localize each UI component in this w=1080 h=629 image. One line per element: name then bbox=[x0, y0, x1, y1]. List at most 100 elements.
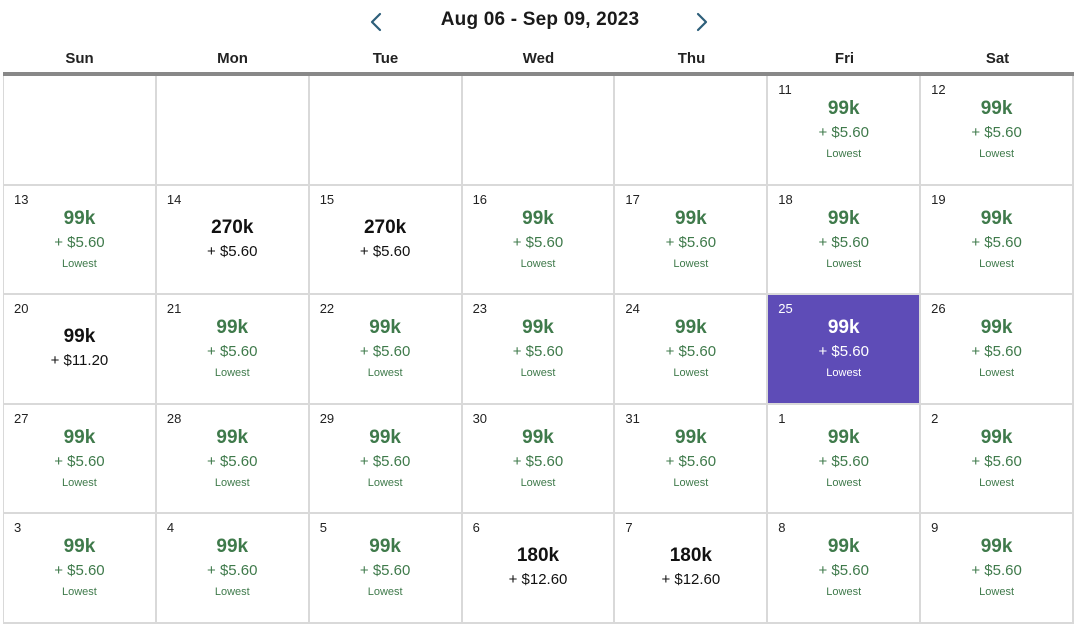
chevron-left-icon bbox=[370, 12, 382, 32]
price-block: 99k + $5.60 Lowest bbox=[921, 97, 1072, 163]
calendar-cell[interactable]: 30 99k + $5.60 Lowest bbox=[462, 404, 616, 515]
cash-fee: + $5.60 bbox=[818, 343, 869, 361]
day-number: 21 bbox=[166, 301, 182, 317]
day-number: 3 bbox=[14, 520, 22, 536]
cash-fee: + $5.60 bbox=[54, 233, 105, 251]
points-price: 99k bbox=[63, 426, 96, 448]
calendar-cell[interactable]: 14 270k + $5.60 bbox=[156, 185, 310, 296]
day-number: 13 bbox=[14, 191, 29, 207]
cash-fee: + $5.60 bbox=[971, 233, 1022, 251]
calendar-cell[interactable]: 4 99k + $5.60 Lowest bbox=[156, 514, 310, 624]
calendar-cell[interactable]: 11 99k + $5.60 Lowest bbox=[768, 76, 922, 186]
lowest-label: Lowest bbox=[673, 367, 709, 380]
day-number: 29 bbox=[319, 410, 335, 426]
lowest-label: Lowest bbox=[61, 586, 97, 599]
cash-fee: + $5.60 bbox=[971, 124, 1022, 141]
calendar-cell[interactable]: 15 270k + $5.60 bbox=[309, 185, 463, 296]
lowest-label: Lowest bbox=[826, 257, 862, 270]
calendar-cell[interactable]: 27 99k + $5.60 Lowest bbox=[4, 404, 157, 515]
points-price: 99k bbox=[980, 207, 1013, 229]
calendar-cell[interactable]: 24 99k + $5.60 Lowest bbox=[615, 295, 769, 405]
lowest-label: Lowest bbox=[367, 586, 403, 599]
calendar-cell[interactable]: 6 180k + $12.60 bbox=[462, 514, 616, 624]
points-price: 99k bbox=[63, 326, 96, 348]
points-price: 270k bbox=[363, 216, 407, 238]
calendar-cell-empty bbox=[4, 76, 157, 186]
lowest-label: Lowest bbox=[673, 476, 709, 489]
points-price: 99k bbox=[827, 207, 860, 229]
calendar-cell[interactable]: 17 99k + $5.60 Lowest bbox=[615, 185, 769, 296]
cash-fee: + $5.60 bbox=[207, 562, 258, 580]
calendar-cell[interactable]: 20 99k + $11.20 bbox=[4, 295, 157, 405]
day-number: 17 bbox=[625, 191, 640, 207]
calendar-cell-selected[interactable]: 25 99k + $5.60 Lowest bbox=[768, 295, 922, 405]
day-number: 30 bbox=[472, 410, 488, 426]
cash-fee: + $5.60 bbox=[818, 562, 869, 580]
lowest-label: Lowest bbox=[520, 476, 556, 489]
cash-fee: + $5.60 bbox=[818, 452, 869, 470]
calendar-cell-empty bbox=[156, 76, 310, 186]
points-price: 99k bbox=[827, 426, 860, 448]
calendar-cell[interactable]: 1 99k + $5.60 Lowest bbox=[768, 404, 922, 515]
points-price: 99k bbox=[980, 98, 1013, 119]
points-price: 99k bbox=[369, 536, 401, 558]
lowest-label: Lowest bbox=[979, 257, 1014, 270]
calendar-cell[interactable]: 23 99k + $5.60 Lowest bbox=[462, 295, 616, 405]
calendar-cell[interactable]: 12 99k + $5.60 Lowest bbox=[921, 76, 1074, 186]
calendar-cell[interactable]: 8 99k + $5.60 Lowest bbox=[768, 514, 922, 624]
points-price: 99k bbox=[63, 207, 96, 229]
calendar-cell[interactable]: 7 180k + $12.60 bbox=[615, 514, 769, 624]
calendar-cell[interactable]: 13 99k + $5.60 Lowest bbox=[4, 185, 157, 296]
points-price: 99k bbox=[216, 536, 249, 558]
calendar-cell[interactable]: 9 99k + $5.60 Lowest bbox=[921, 514, 1074, 624]
calendar-cell[interactable]: 29 99k + $5.60 Lowest bbox=[309, 404, 463, 515]
calendar-cell[interactable]: 16 99k + $5.60 Lowest bbox=[462, 185, 616, 296]
weekday-label: Sun bbox=[65, 50, 94, 67]
day-number: 24 bbox=[625, 301, 640, 317]
calendar-cell[interactable]: 2 99k + $5.60 Lowest bbox=[921, 404, 1074, 515]
calendar-cell[interactable]: 26 99k + $5.60 Lowest bbox=[921, 295, 1074, 405]
weekday-label: Tue bbox=[372, 50, 399, 67]
price-block: 99k + $5.60 Lowest bbox=[615, 207, 766, 273]
day-number: 18 bbox=[778, 191, 793, 207]
previous-range-button[interactable] bbox=[362, 8, 390, 36]
cash-fee: + $5.60 bbox=[359, 452, 411, 470]
price-block: 99k + $5.60 Lowest bbox=[463, 426, 614, 492]
cash-fee: + $5.60 bbox=[207, 242, 258, 260]
weekday-label: Sat bbox=[985, 50, 1010, 67]
cash-fee: + $5.60 bbox=[512, 452, 564, 470]
next-range-button[interactable] bbox=[688, 8, 716, 36]
calendar-cell[interactable]: 22 99k + $5.60 Lowest bbox=[309, 295, 463, 405]
calendar-cell[interactable]: 18 99k + $5.60 Lowest bbox=[768, 185, 922, 296]
day-number: 26 bbox=[931, 301, 946, 317]
day-number: 1 bbox=[778, 410, 786, 426]
day-number: 27 bbox=[14, 410, 29, 426]
lowest-label: Lowest bbox=[673, 257, 709, 270]
weekday-label: Thu bbox=[677, 50, 706, 67]
calendar-cell[interactable]: 31 99k + $5.60 Lowest bbox=[615, 404, 769, 515]
day-number: 23 bbox=[472, 301, 488, 317]
day-number: 31 bbox=[625, 410, 640, 426]
weekday-label: Mon bbox=[217, 50, 248, 67]
price-block: 99k + $5.60 Lowest bbox=[463, 207, 614, 273]
points-price: 99k bbox=[675, 207, 707, 229]
day-number: 22 bbox=[319, 301, 335, 317]
calendar-cell-empty bbox=[309, 76, 463, 186]
day-number: 7 bbox=[625, 520, 633, 536]
cash-fee: + $5.60 bbox=[512, 233, 564, 251]
calendar-cell[interactable]: 19 99k + $5.60 Lowest bbox=[921, 185, 1074, 296]
weekday-header-row: Sun Mon Tue Wed Thu Fri Sat bbox=[3, 50, 1074, 72]
price-block: 99k + $5.60 Lowest bbox=[615, 426, 766, 492]
points-price: 99k bbox=[675, 317, 707, 339]
calendar-cell[interactable]: 5 99k + $5.60 Lowest bbox=[309, 514, 463, 624]
points-price: 99k bbox=[63, 536, 96, 558]
calendar-cell[interactable]: 21 99k + $5.60 Lowest bbox=[156, 295, 310, 405]
lowest-label: Lowest bbox=[826, 367, 862, 380]
lowest-label: Lowest bbox=[979, 476, 1014, 489]
cash-fee: + $5.60 bbox=[512, 343, 564, 361]
points-price: 180k bbox=[669, 545, 712, 567]
calendar-cell[interactable]: 28 99k + $5.60 Lowest bbox=[156, 404, 310, 515]
points-price: 99k bbox=[827, 536, 860, 558]
points-price: 99k bbox=[216, 317, 249, 339]
calendar-cell[interactable]: 3 99k + $5.60 Lowest bbox=[4, 514, 157, 624]
